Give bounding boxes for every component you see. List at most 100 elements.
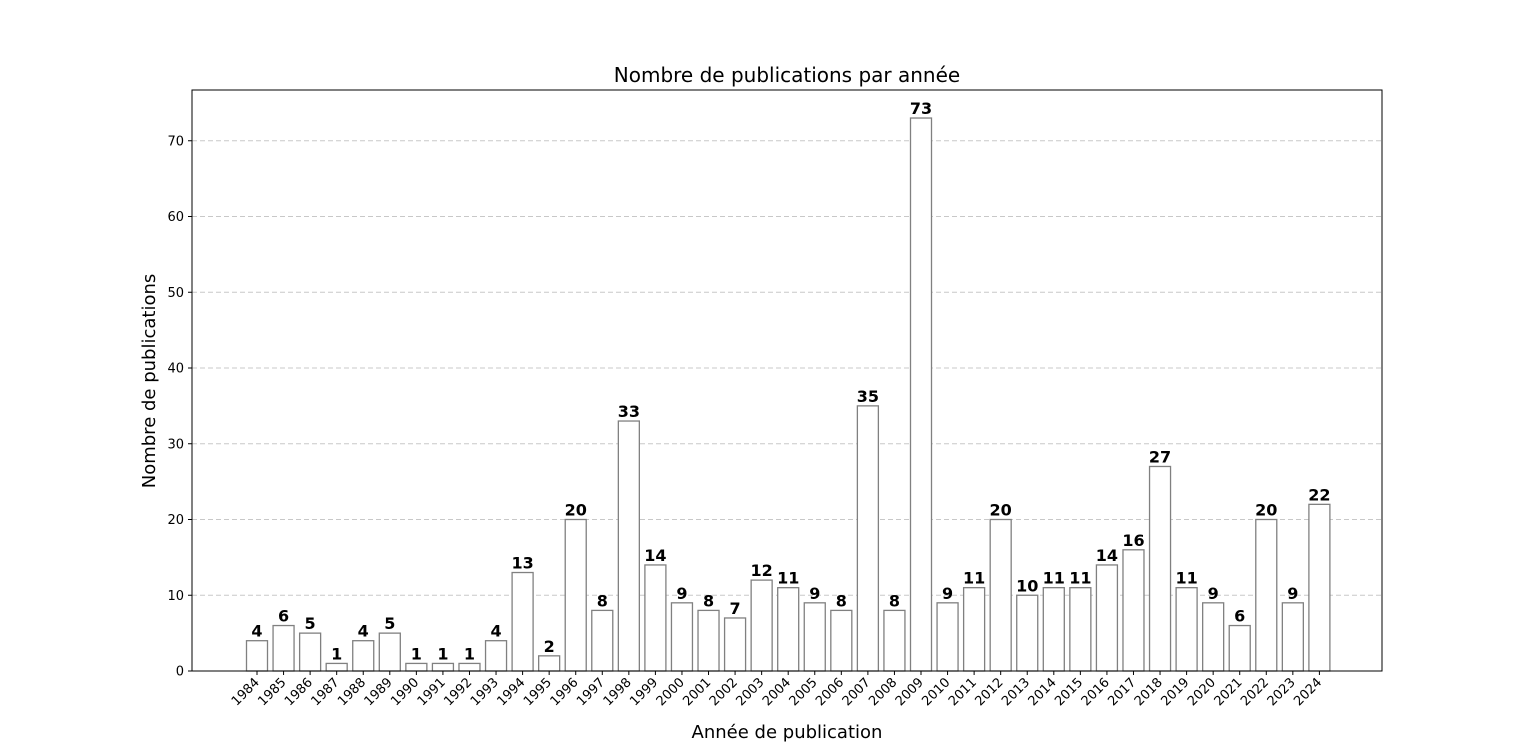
x-tick-label: 1995: [521, 675, 555, 709]
data-label: 11: [1069, 569, 1091, 588]
data-label: 13: [511, 554, 533, 573]
bar: [378, 632, 401, 672]
data-label: 12: [751, 561, 773, 580]
bar: [723, 617, 747, 672]
bar: [644, 564, 667, 672]
x-tick-label: 1986: [282, 675, 316, 709]
bar: [989, 518, 1012, 672]
x-tick-label: 1990: [388, 675, 422, 709]
bar: [670, 602, 694, 672]
bar: [1148, 465, 1172, 672]
data-label: 11: [963, 569, 985, 588]
bar: [1281, 602, 1304, 672]
data-label: 11: [1175, 569, 1197, 588]
y-tick-label: 10: [167, 589, 184, 604]
bar: [511, 571, 534, 672]
bar: [1228, 624, 1251, 672]
bar: [909, 117, 933, 672]
x-tick-label: 2022: [1238, 675, 1272, 709]
bar: [484, 640, 508, 672]
grid-lines: [192, 140, 1382, 596]
x-axis-label: Année de publication: [692, 722, 883, 743]
x-tick-label: 2005: [787, 675, 821, 709]
data-label: 9: [809, 584, 820, 603]
bar: [883, 609, 906, 672]
x-tick-label: 2003: [733, 675, 767, 709]
data-label: 8: [703, 591, 714, 610]
bar: [591, 609, 614, 672]
bar: [431, 662, 455, 672]
data-label: 4: [490, 622, 501, 641]
y-tick-label: 40: [167, 362, 184, 377]
x-tick-label: 2009: [893, 675, 927, 709]
x-tick-label: 2018: [1132, 675, 1166, 709]
y-tick-label: 50: [167, 286, 184, 301]
x-tick-label: 2000: [654, 675, 688, 709]
x-tick-label: 2021: [1212, 675, 1246, 709]
x-tick-label: 2008: [866, 675, 900, 709]
y-tick-label: 70: [167, 134, 184, 149]
chart-title: Nombre de publications par année: [614, 63, 960, 87]
x-tick-label: 1989: [362, 675, 396, 709]
plot-frame: [191, 89, 1383, 672]
bars: [245, 117, 1331, 672]
data-label: 1: [437, 644, 448, 663]
bar: [750, 579, 773, 672]
x-tick-label: 2006: [813, 675, 847, 709]
x-tick-label: 1985: [255, 675, 289, 709]
x-tick-label: 2013: [999, 675, 1033, 709]
bar: [405, 662, 428, 672]
data-label: 14: [1096, 546, 1118, 565]
x-tick-label: 1994: [494, 675, 528, 709]
bar: [1095, 564, 1119, 672]
x-tick-label: 2010: [919, 675, 953, 709]
bar: [272, 624, 295, 672]
data-label: 5: [384, 614, 395, 633]
data-label: 11: [1043, 569, 1065, 588]
y-tick-label: 30: [167, 437, 184, 452]
y-tick-label: 60: [167, 210, 184, 225]
data-label: 73: [910, 99, 932, 118]
y-axis-ticks: 0 10 20 30 40 50 60 70: [167, 134, 192, 680]
data-label: 4: [358, 622, 369, 641]
x-tick-label: 2011: [946, 675, 980, 709]
bar: [1042, 587, 1065, 672]
bar: [564, 518, 587, 672]
bar: [1016, 594, 1039, 672]
x-tick-label: 1997: [574, 675, 608, 709]
data-label: 9: [1287, 584, 1298, 603]
data-label: 20: [990, 501, 1012, 520]
data-label: 8: [836, 591, 847, 610]
data-label: 33: [618, 402, 640, 421]
bar: [1175, 587, 1198, 672]
data-label: 8: [889, 591, 900, 610]
bar: [936, 602, 959, 672]
x-tick-label: 1987: [309, 675, 343, 709]
x-tick-label: 2002: [707, 675, 741, 709]
x-tick-label: 2001: [680, 675, 714, 709]
data-label: 1: [331, 644, 342, 663]
x-tick-label: 2023: [1265, 675, 1299, 709]
y-tick-label: 20: [167, 513, 184, 528]
data-label: 9: [1208, 584, 1219, 603]
bar: [830, 609, 853, 672]
bar: [1122, 549, 1145, 672]
data-label: 1: [464, 644, 475, 663]
bar: [697, 609, 720, 672]
bar: [458, 662, 481, 672]
x-tick-label: 2012: [973, 675, 1007, 709]
bar: [325, 662, 348, 672]
bar: [245, 640, 269, 672]
data-label: 27: [1149, 447, 1171, 466]
bar: [352, 640, 375, 672]
x-axis-ticks: 1984198519861987198819891990199119921993…: [229, 671, 1325, 709]
x-tick-label: 1992: [441, 675, 475, 709]
bar: [1255, 518, 1278, 672]
x-tick-label: 1984: [229, 675, 263, 709]
bar: [803, 602, 826, 672]
data-label: 6: [278, 607, 289, 626]
bar: [1308, 503, 1331, 672]
y-axis-label: Nombre de publications: [139, 274, 160, 489]
